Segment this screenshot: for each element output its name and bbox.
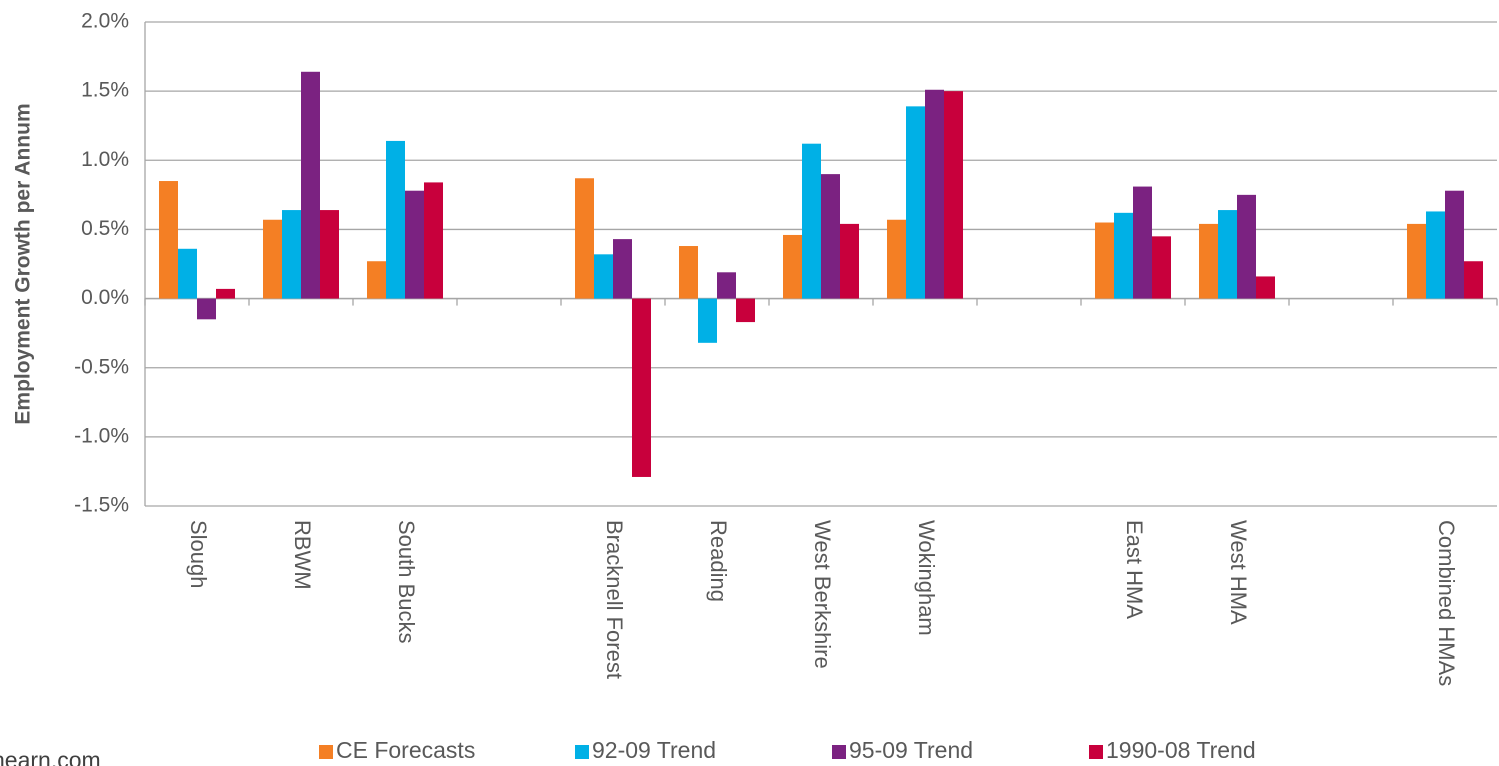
bar: [159, 181, 178, 299]
bar: [1114, 212, 1133, 299]
y-tick-label: -1.0%: [74, 424, 129, 447]
bar: [1237, 194, 1256, 299]
bar: [594, 254, 613, 299]
x-tick-label: Combined HMAs: [1434, 520, 1459, 686]
bar: [736, 298, 755, 323]
bar: [1095, 222, 1114, 299]
bar: [301, 71, 320, 299]
x-tick-label: Wokingham: [914, 520, 939, 636]
y-tick-label: -1.5%: [74, 494, 129, 517]
bar: [613, 239, 632, 299]
bar: [178, 248, 197, 299]
bar: [1133, 186, 1152, 299]
x-tick-label: East HMA: [1122, 520, 1147, 619]
bar: [216, 288, 235, 299]
bar: [783, 234, 802, 299]
bar: [405, 190, 424, 299]
legend-swatch: [1089, 745, 1103, 759]
bar: [320, 210, 339, 299]
y-tick-label: 2.0%: [81, 10, 129, 33]
y-tick-label: 1.0%: [81, 148, 129, 171]
bar: [679, 246, 698, 299]
legend-label: CE Forecasts: [336, 737, 475, 763]
legend-label: 92-09 Trend: [592, 737, 716, 763]
bar: [906, 106, 925, 299]
bar: [925, 89, 944, 299]
x-tick-label: Slough: [186, 520, 211, 589]
x-tick-label: West Berkshire: [810, 520, 835, 669]
x-tick-label: Bracknell Forest: [602, 520, 627, 679]
bar: [1218, 210, 1237, 299]
bar: [1464, 261, 1483, 299]
bar: [802, 143, 821, 299]
footer: hearn.com: [0, 747, 101, 766]
y-tick-label: 0.5%: [81, 217, 129, 240]
bar: [698, 298, 717, 343]
y-axis-title: Employment Growth per Annum: [12, 103, 35, 424]
bar: [263, 219, 282, 299]
bar: [424, 182, 443, 299]
y-tick-label: 1.5%: [81, 79, 129, 102]
bar: [197, 298, 216, 320]
bar: [367, 261, 386, 299]
bar: [1445, 190, 1464, 299]
bar: [575, 178, 594, 299]
bar: [1152, 236, 1171, 299]
bar: [944, 91, 963, 299]
x-tick-label: RBWM: [290, 520, 315, 590]
x-tick-label: South Bucks: [394, 520, 419, 644]
x-tick-label: Reading: [706, 520, 731, 602]
legend-swatch: [832, 745, 846, 759]
y-tick-label: -0.5%: [74, 355, 129, 378]
x-tick-label: West HMA: [1226, 520, 1251, 625]
bar: [386, 140, 405, 299]
bar: [1426, 211, 1445, 299]
bar: [1199, 223, 1218, 299]
legend-label: 95-09 Trend: [849, 737, 973, 763]
bar: [717, 272, 736, 299]
bar: [821, 174, 840, 299]
bar: [282, 210, 301, 299]
bar: [840, 223, 859, 299]
bar: [1256, 276, 1275, 299]
bar: [632, 298, 651, 477]
legend-swatch: [319, 745, 333, 759]
legend-label: 1990-08 Trend: [1106, 737, 1256, 763]
legend-swatch: [575, 745, 589, 759]
bar: [1407, 223, 1426, 299]
y-tick-label: 0.0%: [81, 286, 129, 309]
bar: [887, 219, 906, 299]
